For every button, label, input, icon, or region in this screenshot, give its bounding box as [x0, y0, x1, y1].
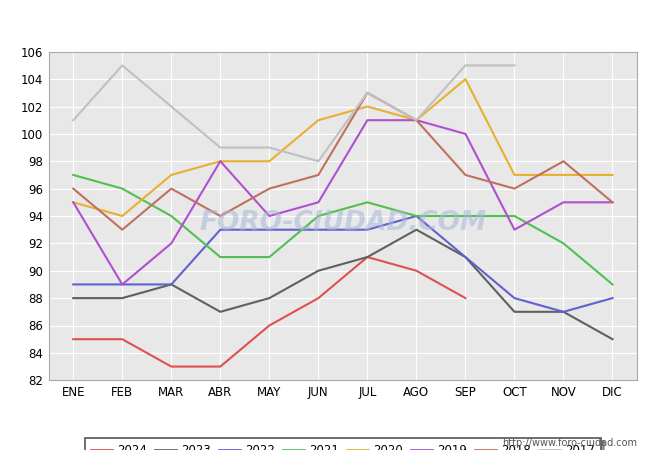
Text: http://www.foro-ciudad.com: http://www.foro-ciudad.com: [502, 438, 637, 448]
Text: FORO-CIUDAD.COM: FORO-CIUDAD.COM: [200, 210, 486, 235]
Legend: 2024, 2023, 2022, 2021, 2020, 2019, 2018, 2017: 2024, 2023, 2022, 2021, 2020, 2019, 2018…: [85, 438, 601, 450]
Text: Afiliados en Villagarcía de Campos a 30/9/2024: Afiliados en Villagarcía de Campos a 30/…: [112, 14, 538, 33]
